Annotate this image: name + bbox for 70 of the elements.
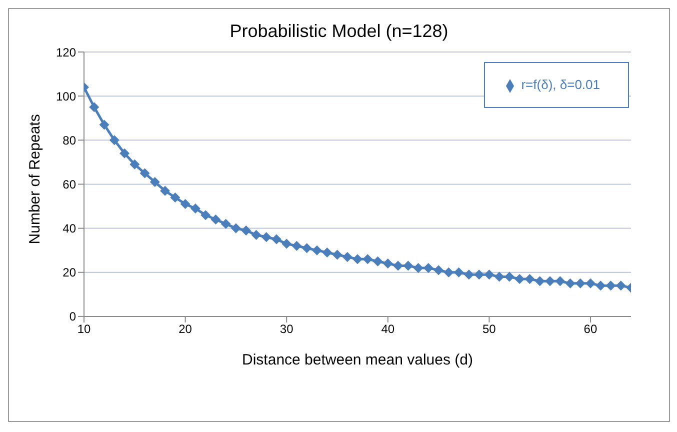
- y-tick-label: 20: [62, 266, 76, 280]
- point: [130, 159, 140, 170]
- point: [271, 234, 282, 244]
- x-tick-label: 20: [178, 322, 192, 336]
- point: [585, 278, 596, 288]
- point: [302, 243, 312, 254]
- point: [393, 260, 404, 271]
- point: [444, 267, 454, 278]
- point: [230, 223, 241, 234]
- point: [220, 218, 231, 229]
- point: [555, 276, 566, 286]
- y-tick-label: 40: [62, 222, 76, 236]
- point: [352, 254, 362, 264]
- point: [616, 280, 626, 291]
- point: [504, 272, 514, 282]
- point: [403, 260, 414, 271]
- point: [464, 270, 474, 280]
- x-tick-label: 30: [280, 322, 294, 336]
- x-tick-label: 50: [482, 322, 496, 336]
- y-tick-label: 120: [56, 45, 76, 60]
- point: [362, 254, 373, 264]
- legend-label: r=f(δ), δ=0.01: [521, 77, 600, 92]
- point: [312, 245, 322, 256]
- point: [413, 262, 424, 273]
- point: [322, 248, 332, 258]
- x-tick-label: 10: [77, 322, 91, 336]
- point: [89, 102, 100, 112]
- point: [120, 148, 130, 158]
- x-tick-label: 60: [584, 322, 598, 336]
- point: [474, 270, 484, 280]
- point: [261, 232, 272, 242]
- point: [241, 225, 252, 236]
- y-tick-label: 0: [69, 310, 76, 324]
- point: [332, 250, 342, 260]
- point: [190, 203, 200, 214]
- point: [606, 280, 616, 291]
- y-tick-label: 80: [62, 133, 76, 148]
- point: [534, 276, 545, 286]
- point: [150, 177, 160, 188]
- y-tick-label: 60: [62, 177, 76, 192]
- point: [99, 120, 110, 130]
- point: [423, 262, 434, 273]
- chart-title: Probabilistic Model (n=128): [228, 21, 450, 42]
- point: [282, 238, 292, 249]
- point: [342, 252, 352, 262]
- point: [596, 280, 606, 291]
- point: [382, 258, 393, 269]
- point: [494, 272, 504, 282]
- point: [180, 199, 190, 210]
- point: [140, 168, 150, 178]
- y-tick-label: 100: [56, 89, 76, 104]
- point: [514, 274, 525, 284]
- x-tick-label: 40: [381, 322, 395, 336]
- point: [292, 240, 302, 251]
- y-axis-title: Number of Repeats: [26, 114, 44, 244]
- point: [544, 276, 555, 286]
- point: [200, 210, 211, 220]
- point: [524, 274, 535, 284]
- point: [251, 230, 262, 240]
- point: [109, 135, 120, 146]
- point: [170, 192, 180, 202]
- point: [160, 186, 170, 196]
- point: [210, 214, 221, 224]
- point: [484, 270, 494, 280]
- point: [372, 256, 383, 266]
- x-axis-title: Distance between mean values (d): [242, 351, 473, 368]
- point: [575, 278, 586, 288]
- point: [565, 278, 576, 288]
- point: [434, 265, 444, 276]
- point: [454, 267, 464, 278]
